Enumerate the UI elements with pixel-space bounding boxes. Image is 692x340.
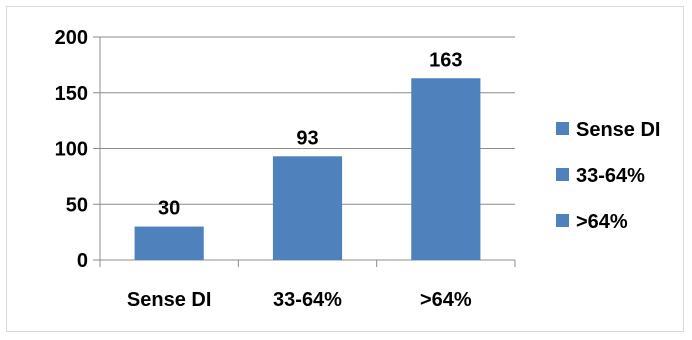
y-tick-label: 0 — [77, 250, 88, 272]
legend-swatch — [556, 214, 569, 227]
y-tick-labels: 0 50 100 150 200 — [55, 27, 88, 272]
bar — [411, 78, 480, 260]
y-tick-label: 200 — [55, 27, 88, 49]
x-tick-label: >64% — [420, 289, 472, 311]
legend-swatch — [556, 122, 569, 135]
legend-swatch — [556, 168, 569, 181]
y-tick-label: 100 — [55, 139, 88, 161]
bar — [273, 156, 342, 260]
legend: Sense DI 33-64% >64% — [556, 119, 660, 233]
x-tick-label: 33-64% — [273, 289, 342, 311]
legend-label: >64% — [576, 211, 628, 233]
x-tick-label: Sense DI — [127, 289, 211, 311]
bar — [135, 227, 204, 260]
bars — [135, 78, 481, 260]
x-tick-labels: Sense DI 33-64% >64% — [127, 289, 472, 311]
data-label: 93 — [296, 127, 318, 149]
legend-label: Sense DI — [576, 119, 660, 141]
data-label: 30 — [158, 198, 180, 220]
legend-label: 33-64% — [576, 165, 645, 187]
y-tick-label: 150 — [55, 83, 88, 105]
y-tick-label: 50 — [66, 194, 88, 216]
data-label: 163 — [429, 49, 462, 71]
